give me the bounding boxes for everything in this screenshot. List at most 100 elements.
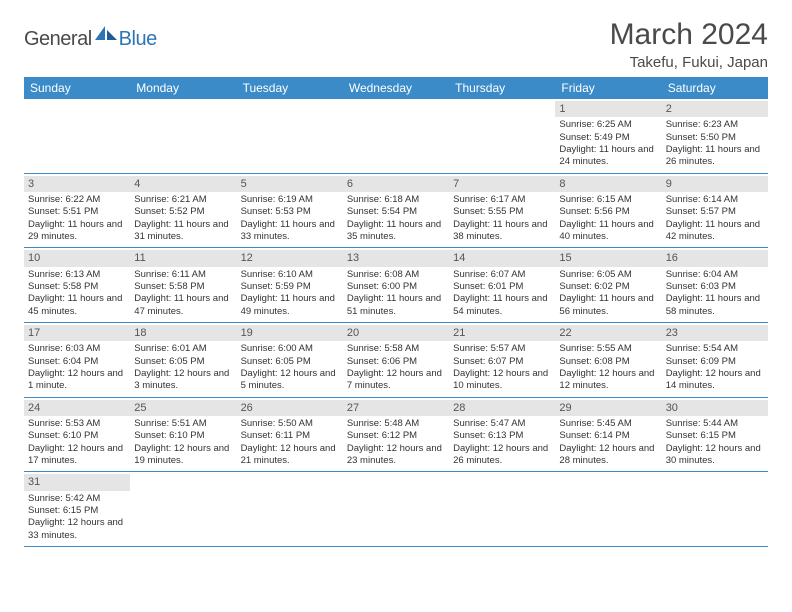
weekday-header: Saturday [662, 77, 768, 99]
day-sunrise: Sunrise: 6:21 AM [134, 194, 232, 206]
logo: General Blue [24, 24, 157, 55]
day-number: 6 [343, 176, 449, 192]
day-number: 27 [343, 400, 449, 416]
day-number: 11 [130, 250, 236, 266]
day-daylight: Daylight: 11 hours and 26 minutes. [666, 144, 764, 169]
day-cell-empty [130, 472, 236, 546]
logo-text-general: General [24, 28, 92, 51]
day-daylight: Daylight: 12 hours and 14 minutes. [666, 368, 764, 393]
day-cell: 5Sunrise: 6:19 AMSunset: 5:53 PMDaylight… [237, 174, 343, 248]
day-daylight: Daylight: 11 hours and 49 minutes. [241, 293, 339, 318]
day-daylight: Daylight: 11 hours and 38 minutes. [453, 219, 551, 244]
day-sunset: Sunset: 6:03 PM [666, 281, 764, 293]
day-daylight: Daylight: 11 hours and 54 minutes. [453, 293, 551, 318]
day-daylight: Daylight: 11 hours and 33 minutes. [241, 219, 339, 244]
day-cell: 13Sunrise: 6:08 AMSunset: 6:00 PMDayligh… [343, 248, 449, 322]
day-daylight: Daylight: 12 hours and 23 minutes. [347, 443, 445, 468]
day-cell: 28Sunrise: 5:47 AMSunset: 6:13 PMDayligh… [449, 398, 555, 472]
day-cell: 22Sunrise: 5:55 AMSunset: 6:08 PMDayligh… [555, 323, 661, 397]
day-number: 25 [130, 400, 236, 416]
day-sunset: Sunset: 6:00 PM [347, 281, 445, 293]
day-cell: 20Sunrise: 5:58 AMSunset: 6:06 PMDayligh… [343, 323, 449, 397]
day-sunset: Sunset: 6:05 PM [241, 356, 339, 368]
day-sunset: Sunset: 6:07 PM [453, 356, 551, 368]
day-cell: 2Sunrise: 6:23 AMSunset: 5:50 PMDaylight… [662, 99, 768, 173]
day-number: 7 [449, 176, 555, 192]
day-cell: 31Sunrise: 5:42 AMSunset: 6:15 PMDayligh… [24, 472, 130, 546]
weekday-header: Sunday [24, 77, 130, 99]
day-sunset: Sunset: 6:15 PM [28, 505, 126, 517]
day-number: 31 [24, 474, 130, 490]
day-daylight: Daylight: 12 hours and 19 minutes. [134, 443, 232, 468]
day-daylight: Daylight: 12 hours and 7 minutes. [347, 368, 445, 393]
day-cell: 23 Sunrise: 5:54 AMSunset: 6:09 PMDayligh… [662, 323, 768, 397]
day-daylight: Daylight: 11 hours and 58 minutes. [666, 293, 764, 318]
day-cell: 26Sunrise: 5:50 AMSunset: 6:11 PMDayligh… [237, 398, 343, 472]
day-cell-empty [555, 472, 661, 546]
day-daylight: Daylight: 12 hours and 3 minutes. [134, 368, 232, 393]
day-sunset: Sunset: 6:04 PM [28, 356, 126, 368]
day-daylight: Daylight: 12 hours and 21 minutes. [241, 443, 339, 468]
day-sunset: Sunset: 6:01 PM [453, 281, 551, 293]
weekday-header-row: SundayMondayTuesdayWednesdayThursdayFrid… [24, 77, 768, 99]
day-sunrise: Sunrise: 6:14 AM [666, 194, 764, 206]
day-number: 23 [662, 325, 768, 341]
day-cell-empty [343, 472, 449, 546]
day-sunset: Sunset: 5:57 PM [666, 206, 764, 218]
day-number: 16 [662, 250, 768, 266]
day-sunrise: Sunrise: 6:25 AM [559, 119, 657, 131]
day-sunset: Sunset: 6:14 PM [559, 430, 657, 442]
week-row: 24Sunrise: 5:53 AMSunset: 6:10 PMDayligh… [24, 398, 768, 473]
day-sunrise: Sunrise: 5:45 AM [559, 418, 657, 430]
day-cell: 7Sunrise: 6:17 AMSunset: 5:55 PMDaylight… [449, 174, 555, 248]
day-daylight: Daylight: 12 hours and 5 minutes. [241, 368, 339, 393]
day-number: 3 [24, 176, 130, 192]
day-cell-empty [449, 472, 555, 546]
day-cell: 6Sunrise: 6:18 AMSunset: 5:54 PMDaylight… [343, 174, 449, 248]
day-sunset: Sunset: 6:13 PM [453, 430, 551, 442]
day-sunset: Sunset: 6:11 PM [241, 430, 339, 442]
day-sunset: Sunset: 6:15 PM [666, 430, 764, 442]
day-cell: 17Sunrise: 6:03 AMSunset: 6:04 PMDayligh… [24, 323, 130, 397]
day-daylight: Daylight: 11 hours and 47 minutes. [134, 293, 232, 318]
day-number: 9 [662, 176, 768, 192]
day-sunset: Sunset: 6:09 PM [666, 356, 764, 368]
day-number: 13 [343, 250, 449, 266]
location-label: Takefu, Fukui, Japan [610, 54, 768, 71]
day-sunset: Sunset: 5:50 PM [666, 132, 764, 144]
logo-text-blue: Blue [119, 28, 157, 51]
day-number: 18 [130, 325, 236, 341]
week-row: 3Sunrise: 6:22 AMSunset: 5:51 PMDaylight… [24, 174, 768, 249]
day-number: 14 [449, 250, 555, 266]
day-number: 24 [24, 400, 130, 416]
day-sunset: Sunset: 5:52 PM [134, 206, 232, 218]
day-sunrise: Sunrise: 5:58 AM [347, 343, 445, 355]
day-sunset: Sunset: 6:08 PM [559, 356, 657, 368]
calendar-page: General Blue March 2024 Takefu, Fukui, J… [0, 0, 792, 547]
calendar-grid: SundayMondayTuesdayWednesdayThursdayFrid… [24, 77, 768, 547]
day-cell: 3Sunrise: 6:22 AMSunset: 5:51 PMDaylight… [24, 174, 130, 248]
day-daylight: Daylight: 12 hours and 30 minutes. [666, 443, 764, 468]
day-number: 17 [24, 325, 130, 341]
day-sunrise: Sunrise: 5:47 AM [453, 418, 551, 430]
day-number: 12 [237, 250, 343, 266]
day-sunset: Sunset: 5:51 PM [28, 206, 126, 218]
day-number: 4 [130, 176, 236, 192]
day-number: 30 [662, 400, 768, 416]
day-sunrise: Sunrise: 6:13 AM [28, 269, 126, 281]
day-cell: 25Sunrise: 5:51 AMSunset: 6:10 PMDayligh… [130, 398, 236, 472]
weekday-header: Friday [555, 77, 661, 99]
day-sunrise: Sunrise: 5:54 AM [666, 343, 764, 355]
day-daylight: Daylight: 11 hours and 45 minutes. [28, 293, 126, 318]
day-number: 26 [237, 400, 343, 416]
day-daylight: Daylight: 12 hours and 26 minutes. [453, 443, 551, 468]
day-cell: 30Sunrise: 5:44 AMSunset: 6:15 PMDayligh… [662, 398, 768, 472]
week-row: 10Sunrise: 6:13 AMSunset: 5:58 PMDayligh… [24, 248, 768, 323]
day-daylight: Daylight: 11 hours and 40 minutes. [559, 219, 657, 244]
day-daylight: Daylight: 12 hours and 17 minutes. [28, 443, 126, 468]
day-cell-empty [237, 99, 343, 173]
day-cell: 16Sunrise: 6:04 AMSunset: 6:03 PMDayligh… [662, 248, 768, 322]
day-sunset: Sunset: 5:54 PM [347, 206, 445, 218]
day-sunrise: Sunrise: 5:42 AM [28, 493, 126, 505]
day-cell: 14Sunrise: 6:07 AMSunset: 6:01 PMDayligh… [449, 248, 555, 322]
